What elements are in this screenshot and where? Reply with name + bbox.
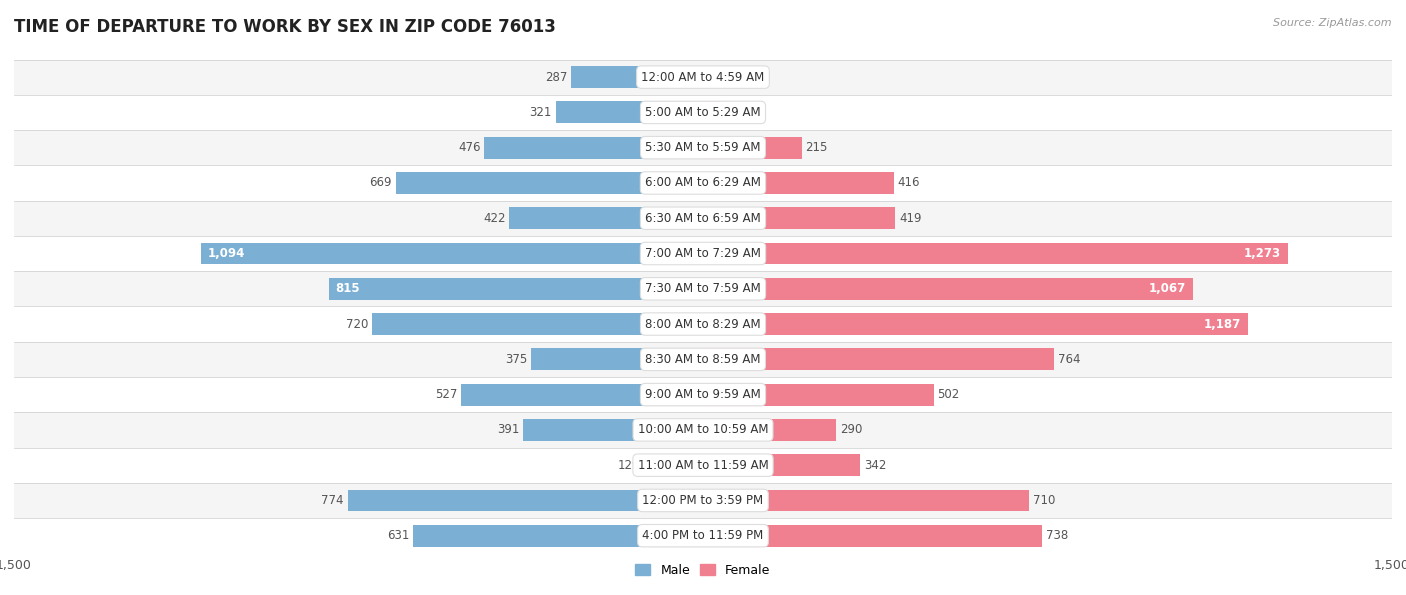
Text: 7:00 AM to 7:29 AM: 7:00 AM to 7:29 AM (645, 247, 761, 260)
Text: 9:00 AM to 9:59 AM: 9:00 AM to 9:59 AM (645, 388, 761, 401)
Bar (703, 137, 801, 159)
Bar (703, 278, 1194, 300)
Text: 287: 287 (546, 71, 568, 84)
Text: 8:30 AM to 8:59 AM: 8:30 AM to 8:59 AM (645, 353, 761, 366)
Text: Source: ZipAtlas.com: Source: ZipAtlas.com (1274, 18, 1392, 28)
Text: 710: 710 (1033, 494, 1054, 507)
Text: 476: 476 (458, 141, 481, 154)
Text: 290: 290 (839, 424, 862, 436)
Text: 416: 416 (898, 177, 921, 189)
Bar (703, 525, 1042, 547)
Text: 11:00 AM to 11:59 AM: 11:00 AM to 11:59 AM (638, 459, 768, 472)
Text: 764: 764 (1057, 353, 1080, 366)
Bar (347, 490, 703, 511)
Text: 422: 422 (484, 212, 506, 225)
Text: 1,094: 1,094 (208, 247, 245, 260)
Bar (703, 419, 837, 441)
Text: 391: 391 (498, 424, 520, 436)
Bar (644, 454, 703, 476)
Text: 12:00 AM to 4:59 AM: 12:00 AM to 4:59 AM (641, 71, 765, 84)
Text: 12:00 PM to 3:59 PM: 12:00 PM to 3:59 PM (643, 494, 763, 507)
Bar (395, 172, 703, 194)
Text: 375: 375 (505, 353, 527, 366)
Bar (703, 172, 894, 194)
Bar (703, 490, 1029, 511)
Text: 815: 815 (336, 282, 360, 295)
Text: 6:00 AM to 6:29 AM: 6:00 AM to 6:29 AM (645, 177, 761, 189)
Text: 215: 215 (806, 141, 828, 154)
Text: 774: 774 (322, 494, 344, 507)
Bar (329, 278, 703, 300)
Bar (14, 342, 1392, 377)
Bar (555, 102, 703, 123)
Bar (14, 271, 1392, 306)
Bar (14, 306, 1392, 342)
Text: 720: 720 (346, 318, 368, 331)
Text: 39: 39 (724, 106, 740, 119)
Text: 8:00 AM to 8:29 AM: 8:00 AM to 8:29 AM (645, 318, 761, 331)
Text: 669: 669 (370, 177, 392, 189)
Bar (413, 525, 703, 547)
Bar (571, 66, 703, 88)
Bar (703, 349, 1054, 370)
Text: 527: 527 (434, 388, 457, 401)
Bar (14, 130, 1392, 165)
Text: 7:30 AM to 7:59 AM: 7:30 AM to 7:59 AM (645, 282, 761, 295)
Bar (703, 313, 1249, 335)
Text: 502: 502 (938, 388, 959, 401)
Text: 6:30 AM to 6:59 AM: 6:30 AM to 6:59 AM (645, 212, 761, 225)
Text: TIME OF DEPARTURE TO WORK BY SEX IN ZIP CODE 76013: TIME OF DEPARTURE TO WORK BY SEX IN ZIP … (14, 18, 555, 36)
Text: 1,273: 1,273 (1244, 247, 1281, 260)
Text: 4:00 PM to 11:59 PM: 4:00 PM to 11:59 PM (643, 529, 763, 542)
Bar (703, 102, 721, 123)
Bar (14, 447, 1392, 483)
Text: 321: 321 (530, 106, 553, 119)
Bar (373, 313, 703, 335)
Bar (14, 236, 1392, 271)
Bar (703, 384, 934, 406)
Bar (509, 207, 703, 229)
Bar (14, 518, 1392, 553)
Text: 342: 342 (863, 459, 886, 472)
Bar (14, 483, 1392, 518)
Bar (14, 165, 1392, 201)
Bar (14, 60, 1392, 95)
Bar (461, 384, 703, 406)
Text: 419: 419 (898, 212, 921, 225)
Text: 10:00 AM to 10:59 AM: 10:00 AM to 10:59 AM (638, 424, 768, 436)
Bar (201, 243, 703, 264)
Text: 75: 75 (741, 71, 756, 84)
Text: 631: 631 (387, 529, 409, 542)
Text: 1,187: 1,187 (1204, 318, 1241, 331)
Bar (703, 66, 738, 88)
Bar (703, 454, 860, 476)
Text: 1,067: 1,067 (1149, 282, 1187, 295)
Text: 129: 129 (617, 459, 640, 472)
Bar (14, 412, 1392, 447)
Text: 738: 738 (1046, 529, 1069, 542)
Legend: Male, Female: Male, Female (630, 559, 776, 582)
Bar (14, 377, 1392, 412)
Bar (14, 201, 1392, 236)
Bar (14, 95, 1392, 130)
Bar (703, 207, 896, 229)
Bar (703, 243, 1288, 264)
Text: 5:30 AM to 5:59 AM: 5:30 AM to 5:59 AM (645, 141, 761, 154)
Bar (485, 137, 703, 159)
Bar (531, 349, 703, 370)
Bar (523, 419, 703, 441)
Text: 5:00 AM to 5:29 AM: 5:00 AM to 5:29 AM (645, 106, 761, 119)
